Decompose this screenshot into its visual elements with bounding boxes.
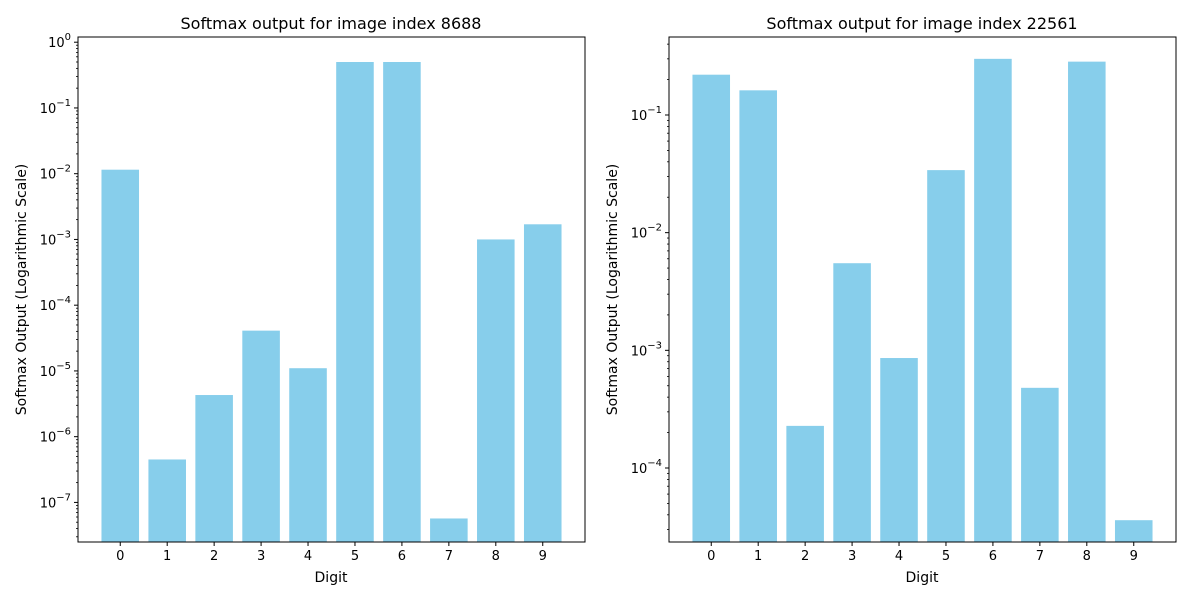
left-x-ticks: 0 1 2 3 4 5 6 7 8 9	[116, 542, 547, 564]
left-bar-digit-9	[523, 224, 562, 543]
left-y-axis-label: Softmax Output (Logarithmic Scale)	[14, 164, 30, 416]
left-y-tick-label: 10−4	[40, 295, 71, 314]
right-bar-digit-1	[739, 90, 777, 542]
left-bar-digit-2	[195, 395, 233, 542]
left-bar-digit-3	[242, 330, 280, 542]
left-bar-digit-6	[383, 62, 421, 542]
right-y-tick-label: 10−1	[631, 105, 662, 124]
right-bar-digit-0	[692, 74, 731, 542]
left-bar-digit-0	[101, 169, 140, 542]
right-x-tick-label: 2	[801, 549, 809, 564]
right-y-tick-label: 10−3	[631, 340, 662, 359]
left-x-tick-label: 7	[445, 549, 453, 564]
right-x-tick-label: 6	[989, 549, 997, 564]
left-y-tick-label: 10−5	[40, 361, 71, 380]
right-bar-digit-2	[786, 425, 824, 542]
right-bar-digit-7	[1021, 387, 1059, 542]
left-y-ticks: 10−7 10−6 10−5 10−4 10−3 10−2 10−1 100	[40, 32, 78, 511]
left-bar-digit-5	[336, 62, 374, 542]
left-y-tick-label: 100	[48, 32, 71, 51]
left-x-tick-label: 5	[351, 549, 359, 564]
right-chart: Softmax output for image index 22561 Dig…	[605, 14, 1177, 586]
right-x-tick-label: 0	[707, 549, 715, 564]
left-x-axis-label: Digit	[315, 570, 348, 586]
left-bar-digit-1	[148, 459, 186, 542]
left-x-tick-label: 6	[398, 549, 406, 564]
right-bar-digit-6	[974, 58, 1012, 543]
left-chart-title: Softmax output for image index 8688	[181, 14, 482, 33]
left-bar-digit-4	[289, 368, 327, 542]
left-y-tick-label: 10−7	[40, 492, 71, 511]
left-y-tick-label: 10−3	[40, 229, 71, 248]
left-x-tick-label: 0	[116, 549, 124, 564]
right-x-tick-label: 5	[942, 549, 950, 564]
right-bar-digit-3	[833, 263, 871, 542]
right-x-axis-label: Digit	[906, 570, 939, 586]
left-x-tick-label: 4	[304, 549, 312, 564]
left-x-tick-label: 9	[539, 549, 547, 564]
right-bar-digit-5	[927, 170, 965, 542]
left-x-tick-label: 1	[163, 549, 171, 564]
left-x-tick-label: 2	[210, 549, 218, 564]
right-y-axis-label: Softmax Output (Logarithmic Scale)	[605, 164, 621, 416]
left-x-tick-label: 8	[492, 549, 500, 564]
left-y-tick-label: 10−6	[40, 427, 71, 446]
right-x-tick-label: 1	[754, 549, 762, 564]
right-x-tick-label: 4	[895, 549, 903, 564]
right-x-tick-label: 9	[1130, 549, 1138, 564]
left-y-tick-label: 10−1	[40, 98, 71, 117]
right-bar-digit-8	[1068, 61, 1106, 542]
left-chart: Softmax output for image index 8688 Digi…	[14, 14, 586, 586]
right-bar-digit-9	[1114, 520, 1153, 542]
left-x-tick-label: 3	[257, 549, 265, 564]
left-plot-frame	[77, 36, 586, 543]
left-bar-digit-8	[477, 239, 515, 542]
right-y-tick-label: 10−4	[631, 458, 662, 477]
right-y-tick-label: 10−2	[631, 223, 662, 242]
right-x-tick-label: 8	[1083, 549, 1091, 564]
right-y-ticks: 10−4 10−3 10−2 10−1	[631, 105, 669, 477]
left-bar-digit-7	[430, 518, 468, 542]
left-y-tick-label: 10−2	[40, 164, 71, 183]
right-bars	[692, 58, 1153, 543]
right-x-tick-label: 7	[1036, 549, 1044, 564]
right-bar-digit-4	[880, 358, 918, 542]
right-x-tick-label: 3	[848, 549, 856, 564]
right-x-ticks: 0 1 2 3 4 5 6 7 8 9	[707, 542, 1138, 564]
right-plot-frame	[668, 36, 1177, 543]
left-bars	[101, 62, 562, 543]
right-chart-title: Softmax output for image index 22561	[766, 14, 1077, 33]
